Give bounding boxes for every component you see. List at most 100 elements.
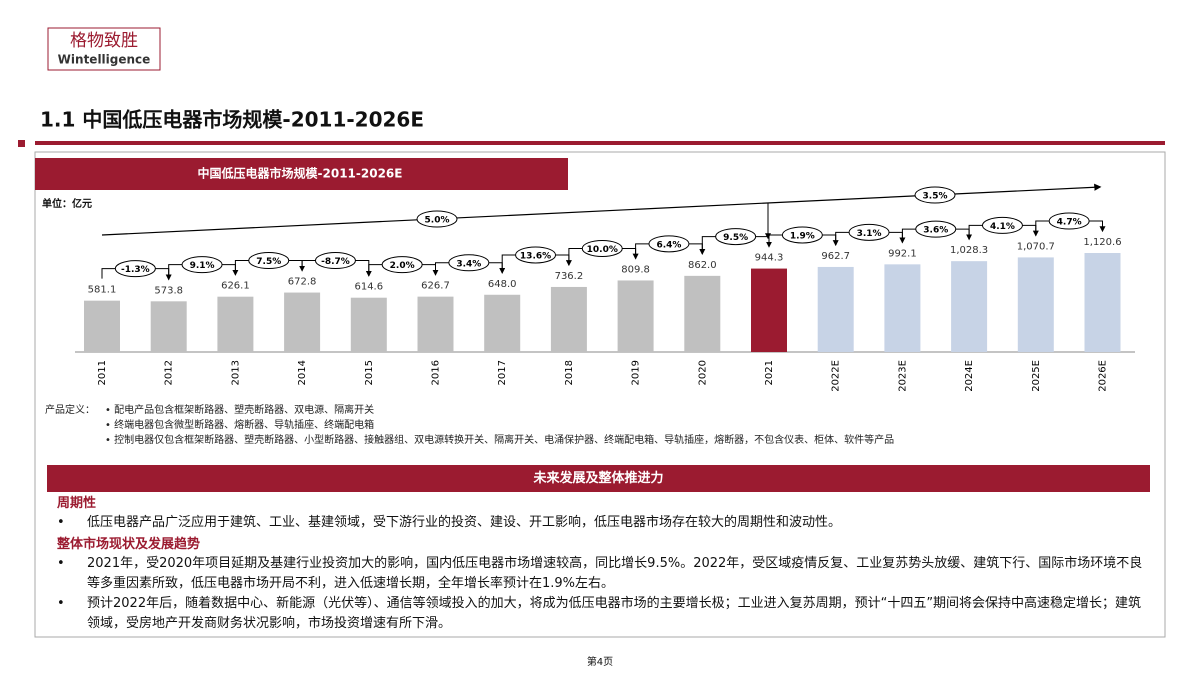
definition-label: 产品定义： — [45, 405, 95, 416]
bar — [684, 275, 721, 352]
value-label: 736.2 — [555, 271, 584, 282]
bar — [417, 296, 454, 352]
unit-label: 单位：亿元 — [42, 197, 92, 210]
growth-bubble — [314, 252, 356, 270]
content-box — [34, 151, 1166, 638]
growth-label: 1.9% — [790, 231, 815, 241]
value-label: 809.8 — [621, 264, 650, 275]
growth-label: 4.1% — [990, 222, 1015, 232]
bar — [217, 296, 254, 352]
growth-bubble — [181, 256, 223, 274]
x-tick-label: 2013 — [230, 360, 241, 385]
x-tick-label: 2026E — [1098, 360, 1109, 392]
growth-bubble — [515, 246, 557, 264]
growth-bubble — [448, 254, 490, 272]
spacer — [45, 418, 105, 433]
value-label: 626.7 — [421, 281, 450, 292]
growth-bubble — [848, 223, 890, 241]
cagr-bubble — [416, 210, 458, 228]
bar — [817, 266, 854, 352]
x-tick-label: 2019 — [631, 360, 642, 385]
growth-bubble — [248, 252, 290, 270]
bar — [284, 292, 321, 352]
growth-bubble — [1048, 212, 1090, 230]
cagr-label: 5.0% — [425, 216, 450, 226]
value-label: 962.7 — [821, 251, 850, 262]
section-heading: 周期性 — [57, 496, 97, 511]
x-tick-label: 2018 — [564, 360, 575, 385]
x-tick-label: 2021 — [764, 360, 775, 385]
value-label: 1,028.3 — [950, 245, 988, 256]
definition-item: 配电产品包含框架断路器、塑壳断路器、双电源、隔离开关 — [105, 403, 374, 418]
growth-bubble — [648, 235, 690, 253]
growth-bubble — [381, 256, 423, 274]
bullet: 2021年，受2020年项目延期及基建行业投资加大的影响，国内低压电器市场增速较… — [57, 554, 1150, 594]
x-tick-label: 2015 — [364, 360, 375, 385]
title-mark — [18, 140, 25, 147]
growth-label: 6.4% — [656, 240, 681, 250]
logo-box — [47, 27, 161, 71]
growth-label: 3.6% — [923, 226, 948, 236]
growth-label: 13.6% — [520, 251, 551, 261]
plot: 581.1 2011 573.8 2012 626.1 2013 672.8 2014 614.… — [84, 186, 1122, 392]
growth-label: 3.4% — [456, 259, 481, 269]
outlook: 未来发展及整体推进力周期性低压电器产品广泛应用于建筑、工业、基建领域，受下游行业… — [47, 465, 1150, 632]
x-tick-label: 2022E — [831, 360, 842, 392]
cagr-bubble — [914, 186, 956, 204]
outlook-title: 未来发展及整体推进力 — [47, 465, 1150, 492]
x-tick-label: 2017 — [497, 360, 508, 385]
bullet: 预计2022年后，随着数据中心、新能源（光伏等）、通信等领域投入的加大，将成为低… — [57, 594, 1150, 634]
bar — [617, 280, 654, 352]
growth-label: 7.5% — [256, 257, 281, 267]
bar — [1017, 257, 1054, 352]
x-tick-label: 2011 — [97, 360, 108, 385]
x-tick-label: 2025E — [1031, 360, 1042, 392]
definition-row: 控制电器仅包含框架断路器、塑壳断路器、小型断路器、接触器组、双电源转换开关、隔离… — [45, 433, 894, 448]
growth-label: 2.0% — [390, 261, 415, 271]
logo-cn: 格物致胜 — [70, 31, 138, 51]
growth-label: 10.0% — [587, 245, 618, 255]
value-label: 648.0 — [488, 279, 517, 290]
definition-row: 产品定义： 配电产品包含框架断路器、塑壳断路器、双电源、隔离开关 — [45, 403, 894, 418]
value-label: 581.1 — [88, 285, 117, 296]
growth-label: 9.5% — [723, 233, 748, 243]
chart-header — [35, 158, 568, 190]
x-tick-label: 2016 — [431, 360, 442, 385]
growth-label: -1.3% — [121, 265, 150, 275]
bar — [550, 286, 587, 352]
footer: 第4页 — [587, 655, 613, 668]
value-label: 626.1 — [221, 281, 250, 292]
growth-label: 3.1% — [857, 229, 882, 239]
value-label: 1,120.6 — [1083, 237, 1121, 248]
growth-bubble — [715, 228, 757, 246]
growth-bubble — [581, 239, 623, 257]
bar — [84, 300, 120, 352]
growth-label: 4.7% — [1057, 218, 1082, 228]
title-rule — [35, 141, 1165, 145]
x-tick-label: 2012 — [164, 360, 175, 385]
x-tick-label: 2020 — [697, 360, 708, 385]
bar — [1084, 253, 1121, 352]
value-label: 573.8 — [154, 285, 183, 296]
bullet: 低压电器产品广泛应用于建筑、工业、基建领域，受下游行业的投资、建设、开工影响，低… — [57, 513, 1150, 533]
bar — [751, 268, 787, 352]
bar — [150, 301, 187, 352]
cagr-label: 3.5% — [923, 192, 948, 202]
value-label: 944.3 — [755, 253, 784, 264]
growth-bubble — [915, 220, 957, 238]
x-tick-label: 2023E — [897, 360, 908, 392]
value-label: 992.1 — [888, 248, 917, 259]
growth-label: -8.7% — [321, 257, 350, 267]
definitions: 产品定义： 配电产品包含框架断路器、塑壳断路器、双电源、隔离开关终端电器包含微型断… — [45, 403, 894, 448]
definition-row: 终端电器包含微型断路器、熔断器、导轨插座、终端配电箱 — [45, 418, 894, 433]
x-tick-label: 2024E — [964, 360, 975, 392]
bar — [484, 294, 521, 352]
value-label: 614.6 — [354, 282, 383, 293]
growth-bubble — [114, 260, 156, 278]
spacer — [45, 433, 105, 448]
logo-en: Wintelligence — [58, 53, 151, 67]
value-label: 862.0 — [688, 260, 717, 271]
section-heading: 整体市场现状及发展趋势 — [57, 537, 201, 552]
